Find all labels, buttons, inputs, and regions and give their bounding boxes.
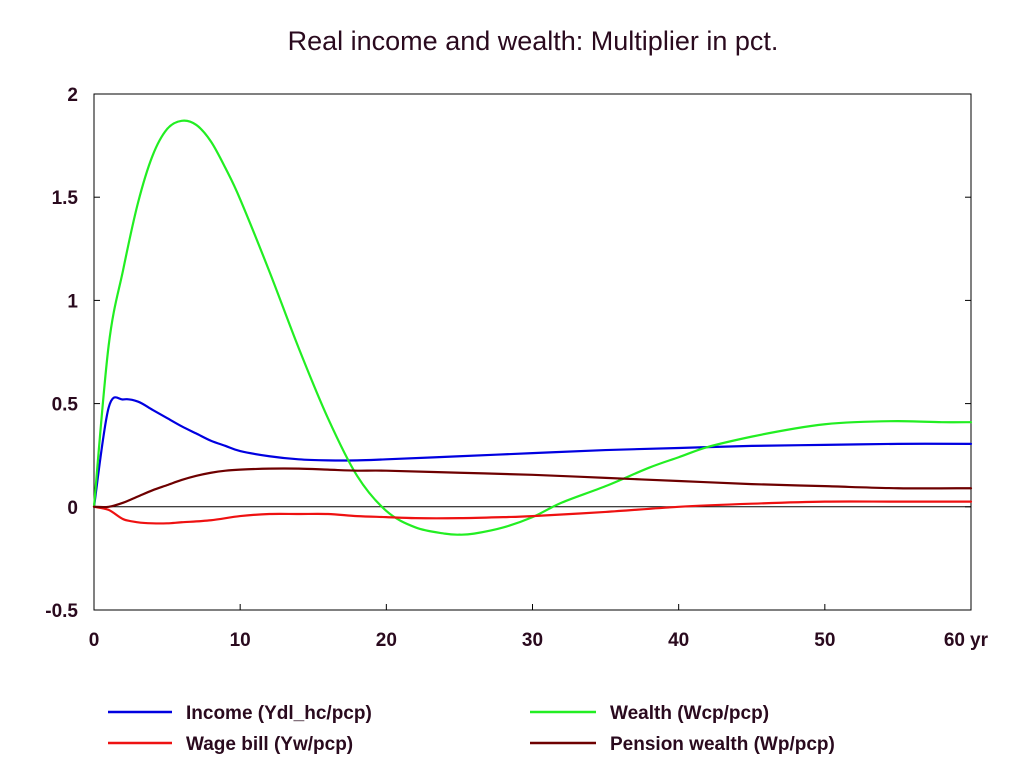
chart-title: Real income and wealth: Multiplier in pc… <box>288 26 779 56</box>
wage-bill-series-line <box>92 500 973 525</box>
x-tick-label: 10 <box>230 630 251 651</box>
y-tick-label: 1 <box>67 291 78 312</box>
legend-label: Wealth (Wcp/pcp) <box>610 703 769 724</box>
income-series-line <box>92 396 973 508</box>
legend-label: Wage bill (Yw/pcp) <box>186 734 353 755</box>
legend-item: Wage bill (Yw/pcp) <box>108 734 353 755</box>
y-tick-label: 0.5 <box>52 395 79 416</box>
x-tick-labels: 0 10 20 30 40 50 60 <box>89 630 965 651</box>
y-tick-label: 2 <box>67 85 78 106</box>
wealth-series-line <box>92 119 973 536</box>
x-axis-unit-label: yr <box>970 630 989 651</box>
legend-item: Wealth (Wcp/pcp) <box>530 703 769 724</box>
y-tick-labels: -0.5 0 0.5 1 1.5 2 <box>45 85 78 622</box>
x-tick-label: 0 <box>89 630 100 651</box>
x-tick-label: 60 <box>944 630 965 651</box>
legend-item: Income (Ydl_hc/pcp) <box>108 703 372 724</box>
x-tick-label: 30 <box>522 630 543 651</box>
legend-label: Pension wealth (Wp/pcp) <box>610 734 835 755</box>
x-tick-label: 20 <box>376 630 397 651</box>
legend: Income (Ydl_hc/pcp) Wealth (Wcp/pcp) Wage … <box>108 703 835 755</box>
series-lines <box>92 119 973 536</box>
y-tick-label: 0 <box>67 498 78 519</box>
legend-item: Pension wealth (Wp/pcp) <box>530 734 835 755</box>
x-tick-label: 40 <box>668 630 689 651</box>
y-tick-label: 1.5 <box>52 188 79 209</box>
pension-wealth-series-line <box>92 467 973 509</box>
x-tick-label: 50 <box>814 630 835 651</box>
legend-label: Income (Ydl_hc/pcp) <box>186 703 372 724</box>
y-tick-label: -0.5 <box>45 601 78 622</box>
